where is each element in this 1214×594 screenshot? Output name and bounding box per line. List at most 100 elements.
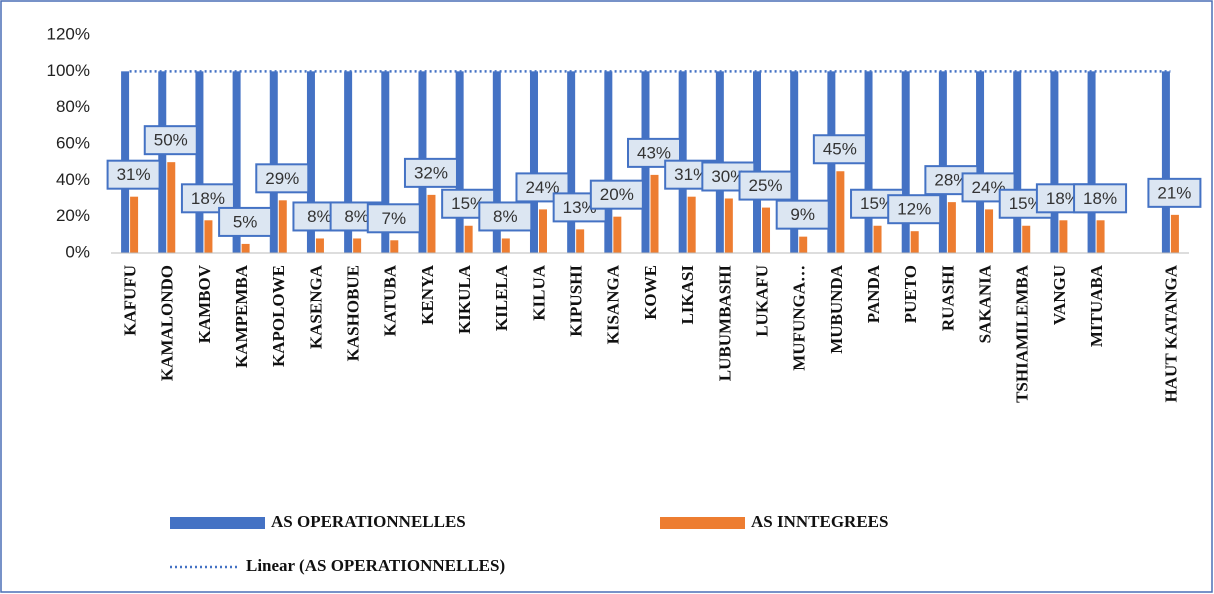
bar: [232, 71, 241, 253]
data-label-box: [961, 172, 1016, 203]
x-tick-label: KILELA: [492, 264, 511, 331]
x-tick-label: KASHOBUE: [344, 265, 363, 361]
x-tick-label: LIKASI: [678, 265, 697, 325]
data-label-box: [366, 203, 421, 234]
data-label-box: [1147, 177, 1202, 208]
bar: [753, 71, 762, 253]
data-label-text: 28%: [934, 171, 968, 190]
x-tick-label: LUKAFU: [752, 265, 771, 337]
data-label-text: 12%: [897, 200, 931, 219]
data-label-text: 15%: [860, 194, 894, 213]
y-tick-label: 120%: [47, 24, 90, 43]
data-label: 29%: [255, 163, 310, 194]
data-label-box: [106, 159, 161, 190]
data-label-box: [1073, 183, 1128, 214]
data-label-text: 24%: [525, 178, 559, 197]
bar: [604, 71, 613, 253]
data-label-text: 18%: [191, 189, 225, 208]
data-label-text: 18%: [1046, 189, 1080, 208]
data-label-box: [143, 125, 198, 156]
x-tick-label: LUBUMBASHI: [715, 265, 734, 382]
data-label-box: [515, 172, 570, 203]
data-label-box: [478, 201, 533, 232]
x-tick-label: KAFUFU: [120, 265, 139, 336]
bar: [650, 174, 659, 253]
data-label: 31%: [106, 159, 161, 190]
data-label-text: 21%: [1157, 183, 1191, 202]
data-label-box: [887, 194, 942, 225]
data-label-text: 8%: [344, 207, 369, 226]
legend-swatch: [660, 517, 745, 529]
bar: [427, 194, 436, 253]
x-tick-label: TSHIAMILEMBA: [1013, 264, 1032, 403]
y-tick-label: 60%: [56, 133, 90, 152]
x-tick-label: KIKULA: [455, 264, 474, 334]
bar: [799, 236, 808, 253]
x-tick-label: KILUA: [529, 264, 548, 320]
legend-swatch: [170, 517, 265, 529]
bar: [390, 240, 399, 253]
bar: [344, 71, 353, 253]
bar: [501, 238, 510, 253]
data-label-text: 8%: [307, 207, 332, 226]
bar: [538, 209, 547, 253]
bar: [306, 71, 315, 253]
data-label-text: 29%: [265, 169, 299, 188]
x-tick-label: HAUT KATANGA: [1161, 264, 1180, 402]
x-tick-label: PUETO: [901, 265, 920, 323]
x-tick-label: KAMALONDO: [158, 265, 177, 381]
data-label-text: 24%: [972, 178, 1006, 197]
y-tick-label: 100%: [47, 61, 90, 80]
bar: [976, 71, 985, 253]
bar: [687, 196, 696, 253]
data-label-box: [218, 206, 273, 237]
bar: [864, 71, 873, 253]
bar: [269, 71, 278, 253]
x-tick-label: MUFUNGA…: [790, 265, 809, 371]
bar: [455, 71, 464, 253]
bar: [567, 71, 576, 253]
bar: [724, 198, 733, 253]
data-label-text: 5%: [233, 212, 258, 231]
bar: [1161, 71, 1170, 253]
data-label: 12%: [887, 194, 942, 225]
data-label-text: 50%: [154, 131, 188, 150]
bar: [464, 225, 473, 253]
legend-label: AS OPERATIONNELLES: [271, 512, 466, 531]
data-label-box: [255, 163, 310, 194]
x-tick-label: MITUABA: [1087, 264, 1106, 347]
x-tick-label: KAMBOV: [195, 264, 214, 343]
bar: [790, 71, 799, 253]
x-tick-label: KISANGA: [604, 264, 623, 344]
data-label-text: 25%: [749, 176, 783, 195]
data-label-text: 13%: [563, 198, 597, 217]
bar: [492, 71, 501, 253]
y-tick-label: 0%: [65, 242, 90, 261]
data-label-box: [775, 199, 830, 230]
x-tick-label: VANGU: [1050, 265, 1069, 325]
bar: [910, 231, 919, 253]
data-label-text: 9%: [790, 205, 815, 224]
y-tick-label: 20%: [56, 206, 90, 225]
bar: [278, 200, 287, 253]
x-tick-label: KENYA: [418, 264, 437, 325]
data-label-box: [812, 134, 867, 165]
data-label: 24%: [961, 172, 1016, 203]
bar: [576, 229, 585, 253]
data-label-text: 31%: [117, 165, 151, 184]
data-label-text: 45%: [823, 140, 857, 159]
data-label-box: [738, 170, 793, 201]
bar: [130, 196, 139, 253]
bar: [1050, 71, 1059, 253]
bar: [158, 71, 167, 253]
data-label: 18%: [1073, 183, 1128, 214]
x-tick-label: RUASHI: [938, 265, 957, 332]
data-label: 50%: [143, 125, 198, 156]
data-label-text: 7%: [382, 209, 407, 228]
data-label: 32%: [403, 157, 458, 188]
y-tick-label: 80%: [56, 97, 90, 116]
x-tick-label: SAKANIA: [975, 264, 994, 343]
x-tick-label: KOWE: [641, 265, 660, 320]
bar: [613, 216, 622, 253]
